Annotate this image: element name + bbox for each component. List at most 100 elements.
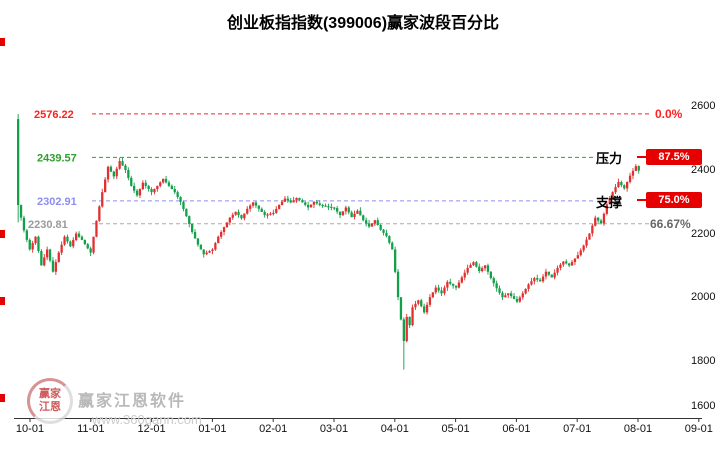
candle-body [124,165,127,170]
candle-wick [267,213,268,219]
candle-body [338,211,342,216]
candle-body [568,263,571,266]
candle-body [602,213,606,224]
candle-body [411,307,414,326]
candle-body [312,201,316,205]
candle-body [144,182,147,186]
candle-body [286,198,289,201]
candle-body [550,274,553,278]
candle-body [63,236,66,245]
candle-body [246,208,249,214]
candle-body [333,207,336,209]
candle-body [530,281,533,285]
candle-body [460,277,463,283]
candle-body [138,189,142,196]
candle-wick [455,285,457,291]
candle-body [217,236,220,244]
level-price-label: 2230.81 [28,219,68,231]
candle-body [486,265,490,272]
candle-body [254,202,258,206]
candle-body [362,215,365,221]
candle-body [457,282,461,288]
candle-body [60,244,63,253]
candle-body [19,204,23,218]
candle-body [336,208,339,212]
candle-body [309,204,313,208]
candle-body [205,252,208,255]
candle-body [518,297,521,302]
candle-body [249,205,252,209]
candle-body [428,297,432,305]
candle-body [388,236,391,243]
candle-body [512,296,516,299]
candle-body [570,262,574,266]
candle-body [17,119,20,205]
candle-body [475,262,478,267]
candle-body [89,248,92,253]
candle-body [130,177,133,186]
candle-body [225,222,229,228]
candle-body [199,244,202,250]
candle-body [315,201,318,204]
watermark-logo: 赢家江恩 [27,378,73,424]
candle-body [176,192,179,197]
candle-body [591,225,594,234]
candle-body [153,189,156,193]
candle-body [544,271,548,277]
watermark-url: www.360gann.com [92,412,202,427]
candle-body [573,258,577,262]
candle-body [57,252,60,263]
candle-body [228,217,231,223]
level-price-label: 2439.57 [37,152,77,164]
candle-body [597,217,600,221]
candle-body [562,261,565,265]
candle-body [498,288,501,293]
candle-body [481,268,484,272]
candle-body [127,170,130,178]
candle-body [614,187,617,193]
candle-body [443,287,446,294]
candle-body [278,204,281,209]
candle-body [524,288,527,294]
candle-body [170,185,173,190]
candle-body [330,206,333,208]
candle-wick [272,209,274,216]
chart-title: 创业板指指数(399006)赢家波段百分比 [226,15,500,32]
candle-body [31,243,34,250]
candle-body [173,189,176,193]
candle-body [54,262,57,272]
candle-body [452,283,455,286]
candle-body [454,285,458,288]
candle-body [408,316,411,326]
candle-body [185,208,188,217]
candle-body [234,211,237,215]
candle-body [220,232,223,237]
candle-body [95,220,98,237]
candle-body [420,300,423,307]
candle-body [399,297,403,320]
candle-body [162,178,165,183]
candle-body [391,242,394,250]
candle-body [382,229,385,233]
candle-body [182,201,185,209]
candle-body [553,272,556,278]
candle-body [243,213,246,219]
candle-body [327,206,330,208]
candle-body [385,232,388,237]
candle-body [373,220,376,224]
candle-body [260,208,263,212]
candle-body [179,197,182,202]
candle-body [22,217,26,231]
candle-body [394,249,397,272]
candle-body [191,224,194,232]
candle-body [167,182,171,186]
candle-body [280,201,284,205]
candle-body [582,245,585,251]
candle-body [28,239,31,250]
candle-body [321,204,324,207]
candle-body [466,267,469,273]
candle-body [80,236,84,240]
candle-body [405,316,408,342]
candle-body [208,251,211,253]
candle-body [492,278,495,284]
